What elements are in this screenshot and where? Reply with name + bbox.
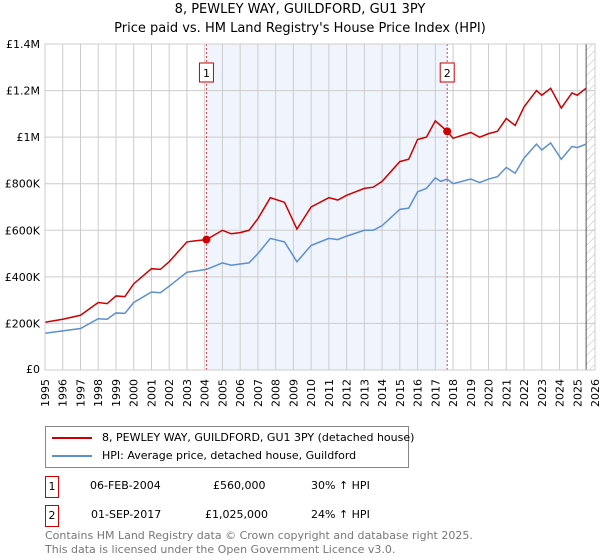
chart-subtitle: Price paid vs. HM Land Registry's House … [114, 21, 486, 36]
shaded-ownership-period [206, 44, 448, 370]
x-tick-label: 2026 [589, 379, 600, 407]
x-tick-label: 2012 [341, 379, 354, 407]
x-tick-label: 2015 [394, 379, 407, 407]
legend-label: HPI: Average price, detached house, Guil… [102, 449, 357, 462]
y-tick-label: £200K [5, 317, 41, 330]
legend-swatch-blue [52, 455, 92, 457]
x-tick-label: 1999 [110, 379, 123, 407]
y-tick-label: £1.4M [6, 38, 40, 51]
sale-point [443, 127, 452, 136]
x-tick-label: 2011 [323, 379, 336, 407]
legend-item-hpi: HPI: Average price, detached house, Guil… [52, 449, 356, 463]
plot-frame [44, 43, 596, 371]
sale-date: 01-SEP-2017 [91, 508, 162, 521]
sale-price: £560,000 [213, 479, 266, 492]
x-tick-label: 2004 [199, 379, 212, 407]
forecast-hatch-region [586, 44, 595, 370]
line-chart: 1995 1996 1997 1998 1999 2000 2001 2002 2003 2004… [5, 38, 600, 407]
sale-row-2: 2 01-SEP-2017 £1,025,000 24% ↑ HPI [45, 505, 405, 527]
y-tick-label: £800K [5, 178, 41, 191]
y-tick-label: £0 [26, 363, 40, 376]
footer-copyright: Contains HM Land Registry data © Crown c… [45, 529, 473, 542]
x-tick-label: 2017 [429, 379, 442, 407]
sale-row-1: 1 06-FEB-2004 £560,000 30% ↑ HPI [45, 476, 405, 498]
x-tick-label: 1995 [39, 379, 52, 407]
y-tick-label: £1.2M [6, 85, 40, 98]
chart-title: 8, PEWLEY WAY, GUILDFORD, GU1 3PY [174, 2, 426, 17]
x-tick-label: 2005 [216, 379, 229, 407]
legend-swatch-red [52, 437, 92, 439]
sale-marker-badge: 1 [45, 476, 59, 498]
x-tick-label: 1996 [57, 379, 70, 407]
sale-point [202, 235, 211, 244]
x-tick-label: 2013 [358, 379, 371, 407]
x-tick-label: 2014 [376, 379, 389, 407]
x-tick-label: 2001 [145, 379, 158, 407]
legend: 8, PEWLEY WAY, GUILDFORD, GU1 3PY (detac… [45, 426, 414, 468]
sale-marker-label: 1 [203, 67, 210, 80]
x-tick-label: 1997 [74, 379, 87, 407]
sale-marker-box [198, 62, 214, 83]
x-tick-label: 2019 [465, 379, 478, 407]
x-tick-label: 2009 [287, 379, 300, 407]
legend-item-property: 8, PEWLEY WAY, GUILDFORD, GU1 3PY (detac… [52, 431, 414, 445]
x-tick-label: 1998 [92, 379, 105, 407]
y-tick-label: £400K [5, 271, 41, 284]
sale-marker-badge: 2 [45, 505, 59, 527]
legend-label: 8, PEWLEY WAY, GUILDFORD, GU1 3PY (detac… [102, 431, 415, 444]
x-tick-label: 2023 [536, 379, 549, 407]
x-tick-label: 2006 [234, 379, 247, 407]
y-tick-label: £600K [5, 224, 41, 237]
y-tick-label: £1M [17, 131, 41, 144]
sale-marker-label: 2 [444, 67, 451, 80]
x-tick-label: 2007 [252, 379, 265, 407]
footer-licence: This data is licensed under the Open Gov… [45, 543, 396, 556]
x-tick-label: 2000 [128, 379, 141, 407]
x-tick-label: 2016 [412, 379, 425, 407]
x-tick-label: 2018 [447, 379, 460, 407]
footer: Contains HM Land Registry data © Crown c… [45, 529, 473, 557]
x-tick-label: 2021 [500, 379, 513, 407]
x-tick-label: 2025 [571, 379, 584, 407]
sale-date: 06-FEB-2004 [90, 479, 161, 492]
property-series-line [44, 87, 587, 324]
x-tick-label: 2003 [181, 379, 194, 407]
x-tick-label: 2008 [270, 379, 283, 407]
hpi-series-line [44, 141, 587, 334]
sale-marker-box [439, 62, 455, 83]
sale-hpi-change: 24% ↑ HPI [311, 508, 370, 521]
sale-hpi-change: 30% ↑ HPI [311, 479, 370, 492]
x-tick-label: 2010 [305, 379, 318, 407]
x-tick-label: 2024 [554, 379, 567, 407]
x-tick-label: 2002 [163, 379, 176, 407]
sale-price: £1,025,000 [205, 508, 268, 521]
x-tick-label: 2022 [518, 379, 531, 407]
x-tick-label: 2020 [483, 379, 496, 407]
